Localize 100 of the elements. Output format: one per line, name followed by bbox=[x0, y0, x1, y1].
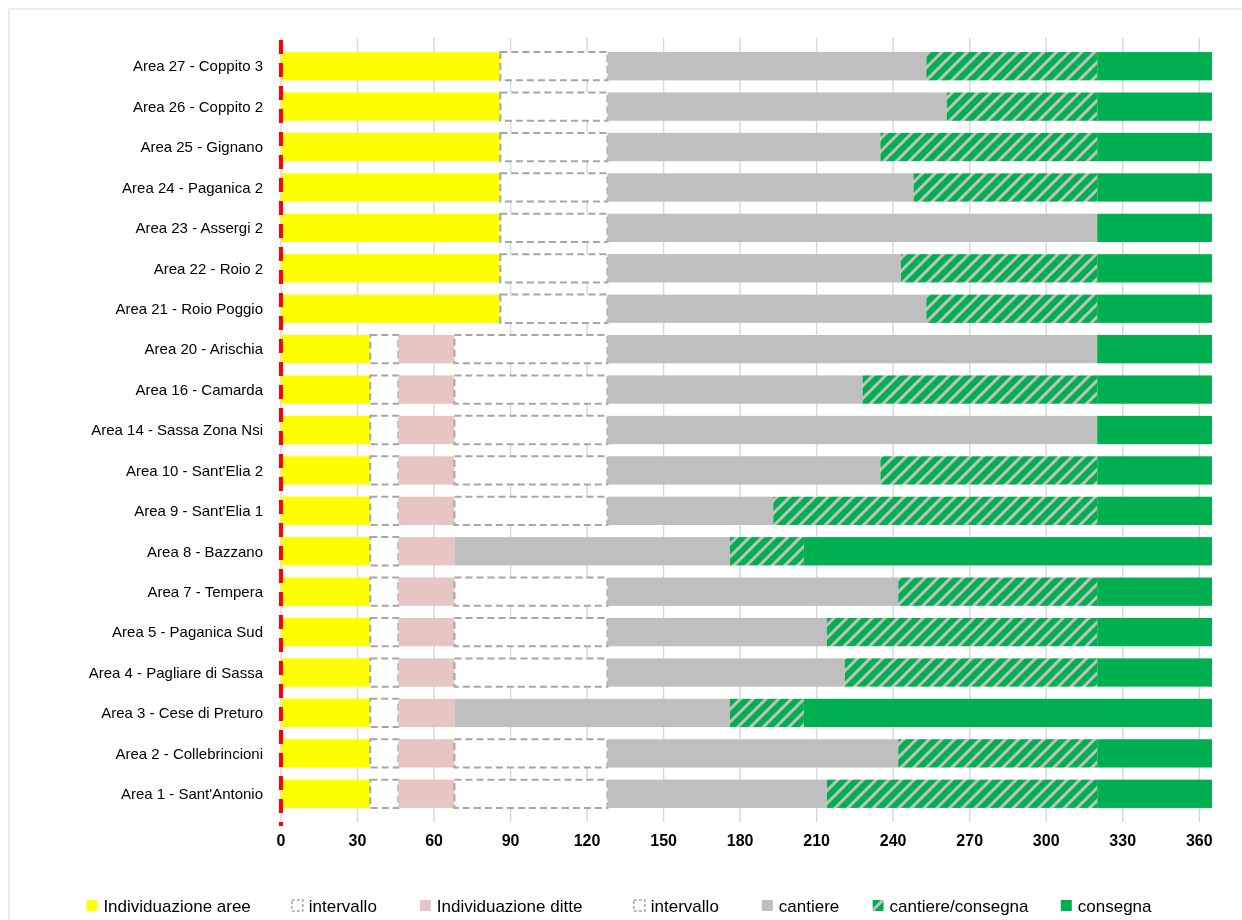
bar bbox=[281, 537, 371, 566]
legend-label: cantiere/consegna bbox=[889, 896, 1030, 916]
bar bbox=[369, 778, 400, 809]
bar bbox=[773, 496, 1098, 525]
bar bbox=[1097, 496, 1212, 525]
bar bbox=[281, 173, 501, 202]
bar bbox=[369, 455, 400, 486]
y-tick-label: Area 8 - Bazzano bbox=[147, 542, 263, 560]
bar bbox=[1097, 779, 1212, 808]
x-tick-label: 270 bbox=[956, 832, 984, 849]
x-tick-label: 30 bbox=[348, 832, 367, 849]
bar bbox=[844, 658, 1098, 687]
bar bbox=[803, 698, 1212, 728]
x-tick-label: 240 bbox=[879, 832, 907, 849]
y-tick-label: Area 21 - Roio Poggio bbox=[115, 299, 263, 317]
bar bbox=[454, 698, 730, 728]
bar bbox=[946, 92, 1098, 121]
bar bbox=[607, 213, 1098, 243]
bar bbox=[281, 254, 501, 283]
y-tick-label: Area 4 - Pagliare di Sassa bbox=[88, 663, 264, 681]
bar bbox=[281, 132, 501, 162]
bar bbox=[281, 415, 371, 445]
bar bbox=[826, 779, 1098, 808]
y-tick-label: Area 2 - Collebrincioni bbox=[115, 744, 263, 762]
bar bbox=[862, 375, 1098, 404]
bar bbox=[880, 456, 1098, 485]
bar bbox=[281, 456, 371, 485]
bar bbox=[803, 537, 1212, 566]
bar bbox=[499, 131, 609, 163]
bar bbox=[281, 577, 371, 606]
x-tick-label: 60 bbox=[425, 832, 444, 849]
y-tick-label: Area 3 - Cese di Preturo bbox=[101, 704, 263, 722]
bar bbox=[281, 617, 371, 647]
bar bbox=[369, 536, 400, 567]
bar bbox=[607, 294, 927, 323]
x-tick-label: 180 bbox=[726, 832, 754, 849]
bar bbox=[607, 617, 827, 647]
legend-label: intervallo bbox=[650, 896, 719, 916]
bar bbox=[453, 657, 609, 688]
bar bbox=[607, 52, 927, 81]
bar bbox=[281, 375, 371, 404]
bar bbox=[880, 132, 1098, 162]
bar bbox=[369, 697, 400, 729]
bar bbox=[1097, 173, 1212, 202]
bar bbox=[499, 91, 609, 122]
y-tick-label: Area 14 - Sassa Zona Nsi bbox=[91, 421, 263, 439]
bar bbox=[369, 738, 400, 769]
bar bbox=[1097, 92, 1212, 121]
bar bbox=[1097, 415, 1212, 445]
legend-label: cantiere bbox=[778, 896, 840, 916]
bar bbox=[281, 739, 371, 768]
bar bbox=[369, 374, 400, 405]
bar bbox=[729, 698, 804, 728]
y-tick-label: Area 5 - Paganica Sud bbox=[112, 623, 263, 641]
bar bbox=[1097, 658, 1212, 687]
bar bbox=[729, 537, 804, 566]
bar bbox=[1097, 294, 1212, 323]
bar bbox=[926, 294, 1098, 323]
y-tick-label: Area 7 - Tempera bbox=[147, 582, 264, 600]
bar bbox=[607, 132, 881, 162]
bar bbox=[607, 415, 1098, 445]
bar bbox=[281, 496, 371, 525]
bar bbox=[453, 414, 609, 446]
x-tick-label: 0 bbox=[276, 832, 286, 849]
bar bbox=[926, 52, 1098, 81]
bar bbox=[369, 495, 400, 526]
bar bbox=[398, 496, 455, 525]
bar bbox=[453, 374, 609, 405]
bar bbox=[453, 778, 609, 809]
bar bbox=[453, 576, 609, 607]
y-tick-label: Area 10 - Sant'Elia 2 bbox=[125, 461, 263, 479]
bar bbox=[398, 577, 455, 606]
bar bbox=[453, 455, 609, 486]
x-tick-label: 210 bbox=[803, 832, 831, 849]
x-tick-label: 300 bbox=[1032, 832, 1060, 849]
bar bbox=[607, 496, 774, 525]
bar bbox=[499, 212, 609, 244]
bar bbox=[369, 334, 400, 365]
bar bbox=[454, 537, 730, 566]
bar bbox=[1097, 375, 1212, 404]
bar bbox=[499, 253, 609, 284]
bar bbox=[453, 616, 609, 648]
bar bbox=[607, 375, 863, 404]
bar bbox=[898, 739, 1098, 768]
y-tick-label: Area 9 - Sant'Elia 1 bbox=[134, 502, 263, 520]
bar bbox=[398, 375, 455, 404]
bar bbox=[898, 577, 1098, 606]
legend-label: Individuazione ditte bbox=[436, 896, 583, 916]
x-tick-label: 120 bbox=[573, 832, 601, 849]
bar bbox=[1097, 213, 1212, 243]
bar bbox=[607, 254, 901, 283]
bar bbox=[398, 779, 455, 808]
bar bbox=[607, 456, 881, 485]
y-tick-label: Area 25 - Gignano bbox=[140, 138, 263, 156]
bar bbox=[1097, 254, 1212, 283]
legend-label: Individuazione aree bbox=[103, 896, 251, 916]
bar bbox=[1097, 52, 1212, 81]
y-tick-label: Area 22 - Roio 2 bbox=[153, 259, 263, 277]
bar bbox=[1097, 456, 1212, 485]
bar bbox=[913, 173, 1098, 202]
